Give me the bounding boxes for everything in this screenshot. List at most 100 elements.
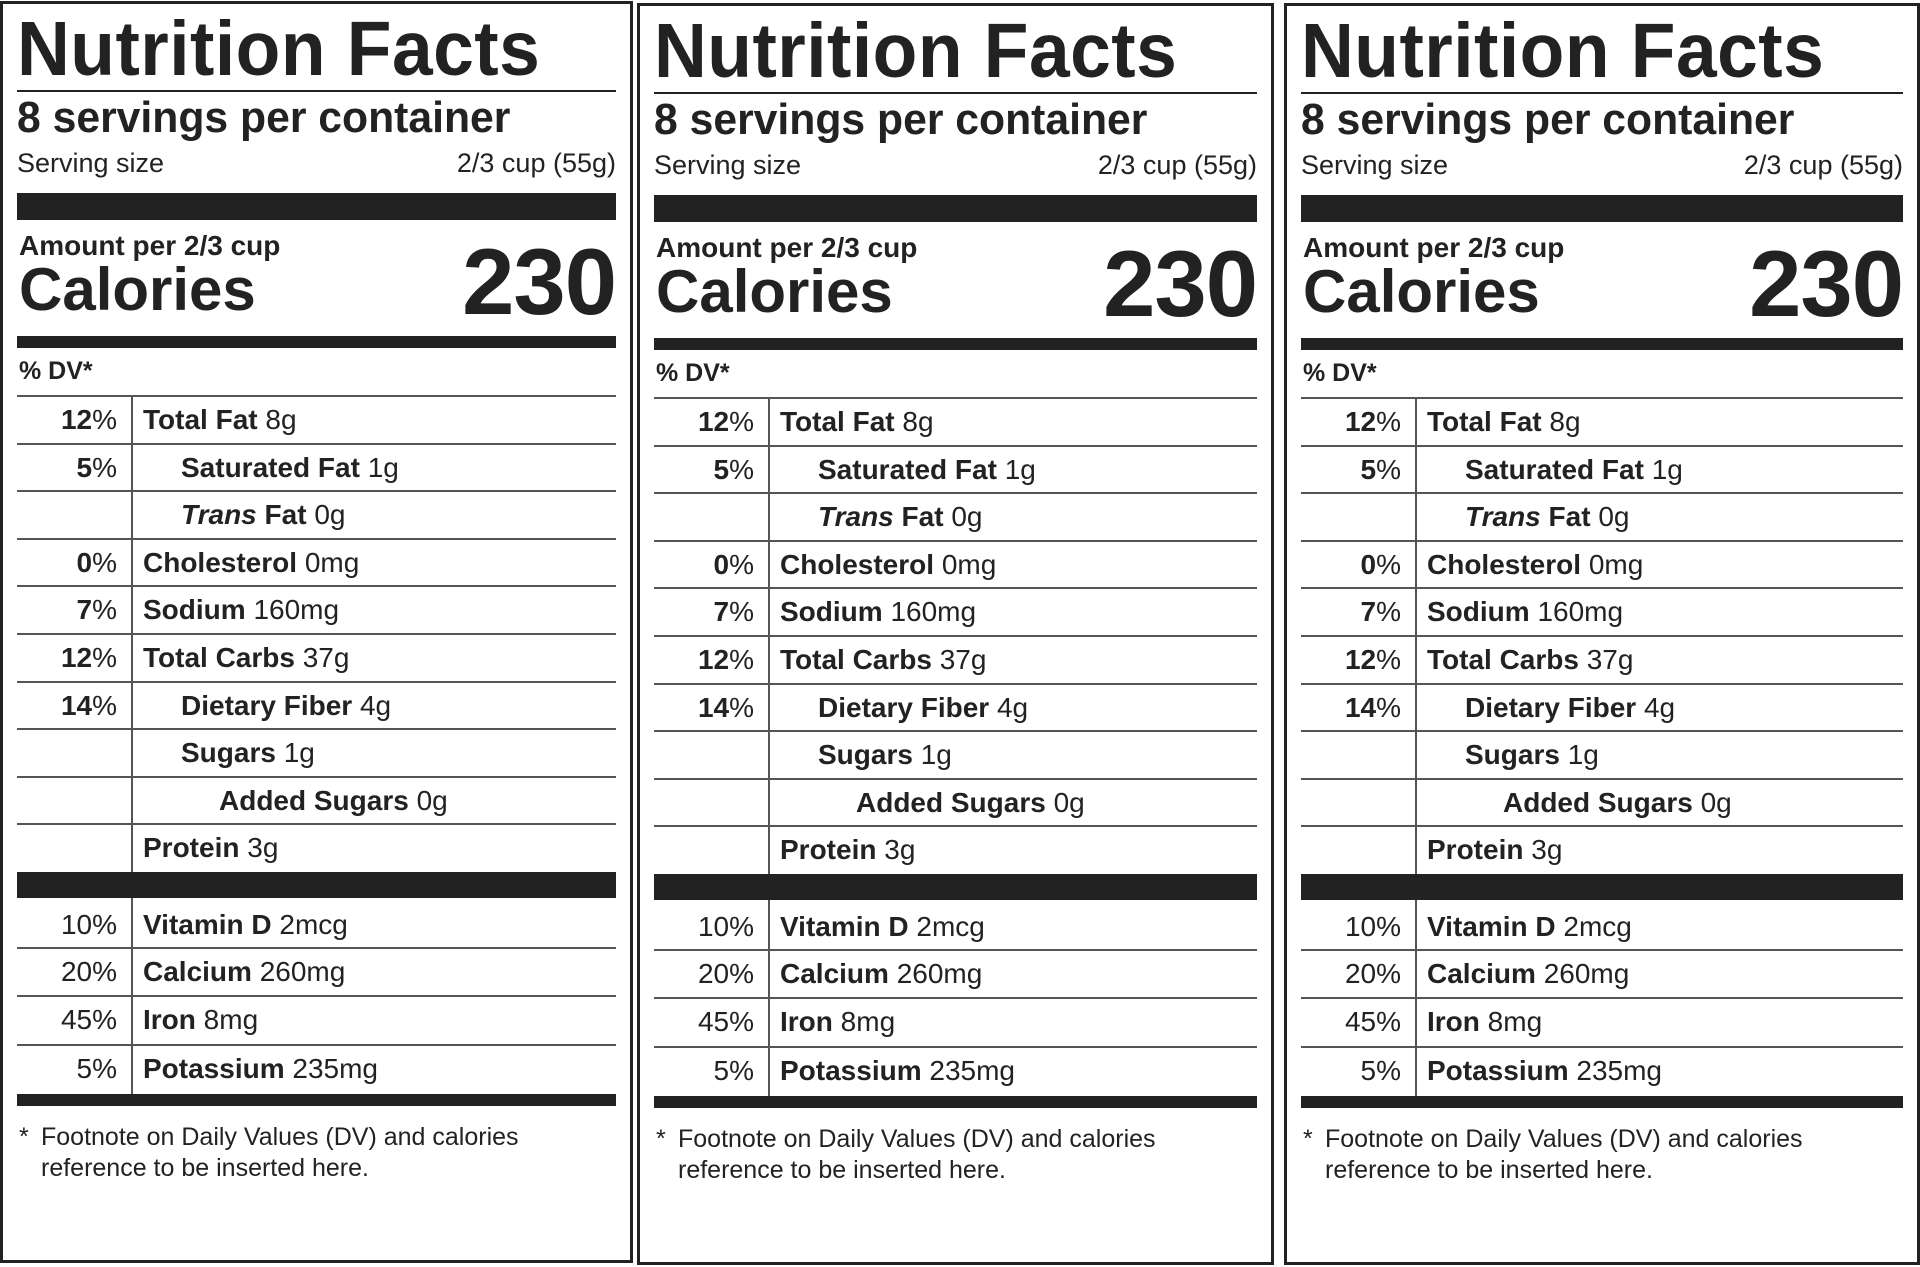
nutrient-name: Saturated Fat — [181, 452, 360, 483]
nutrient-label: Protein 3g — [1427, 834, 1562, 866]
bottom-divider — [654, 1096, 1257, 1108]
row-divider — [1301, 825, 1903, 828]
medium-divider — [654, 338, 1257, 350]
row-divider — [1301, 587, 1903, 590]
title-divider — [1301, 92, 1903, 94]
daily-value-percent: 45% — [60, 1004, 117, 1035]
row-divider — [654, 444, 1257, 447]
thick-divider-vitamins — [654, 874, 1257, 900]
vitamin-row: 20% Calcium 260mg — [1301, 948, 1903, 997]
row-divider — [654, 682, 1257, 685]
vitamin-label: Potassium 235mg — [1427, 1055, 1662, 1087]
nutrient-name: Trans Fat — [181, 499, 307, 530]
nutrient-row: 14% Dietary Fiber 4g — [17, 680, 616, 729]
vitamin-name: Calcium — [780, 957, 889, 989]
nutrient-name: Sodium — [780, 596, 883, 627]
vitamin-name: Iron — [780, 1006, 833, 1037]
nutrient-amount: 0mg — [941, 548, 997, 580]
nutrient-amount: 8g — [1549, 406, 1581, 437]
row-divider — [1301, 777, 1903, 780]
nutrient-name-text: Added Sugars — [1503, 786, 1693, 818]
nutrient-amount: 37g — [939, 644, 987, 675]
nutrient-name-text: Total Fat — [143, 404, 258, 435]
vitamin-amount: 8mg — [1487, 1006, 1543, 1037]
nutrient-name: Cholesterol — [780, 549, 934, 580]
vitamin-label: Iron 8mg — [143, 1004, 258, 1036]
nutrition-facts-panel-2: Nutrition Facts 8 servings per container… — [637, 3, 1274, 1265]
calories-label: Calories — [656, 258, 893, 325]
nutrient-row: Added Sugars 0g — [654, 777, 1257, 826]
nutrient-name-italic: Trans — [818, 501, 894, 533]
percent-sign: % — [1376, 548, 1401, 580]
percent-sign: % — [1376, 691, 1401, 723]
nutrient-name-text: Sugars — [818, 739, 913, 771]
nutrient-name-text: Total Fat — [1427, 406, 1542, 437]
column-divider — [768, 900, 770, 1096]
calories-label: Calories — [1303, 258, 1540, 325]
nutrient-row: 12% Total Carbs 37g — [1301, 635, 1903, 683]
percent-sign: % — [1376, 406, 1401, 437]
nutrient-label: Total Carbs 37g — [780, 644, 986, 676]
serving-size-row: Serving size 2/3 cup (55g) — [17, 148, 616, 178]
nutrient-name-text: Cholesterol — [1427, 548, 1582, 580]
row-divider — [1301, 948, 1903, 951]
vitamin-name: Potassium — [1427, 1054, 1569, 1086]
nutrient-name-text: Protein — [143, 832, 240, 864]
row-divider — [1301, 492, 1903, 495]
daily-value-percent: 5% — [1301, 454, 1401, 486]
nutrient-row: Sugars 1g — [17, 728, 616, 776]
nutrient-amount: 1g — [920, 739, 952, 771]
footnote-marker: * — [1303, 1125, 1313, 1153]
vitamin-amount: 2mcg — [916, 911, 985, 942]
nutrient-amount: 0mg — [304, 546, 360, 578]
row-divider — [17, 946, 616, 949]
nutrient-label: Cholesterol 0mg — [143, 547, 359, 579]
serving-size-row: Serving size 2/3 cup (55g) — [1301, 150, 1903, 180]
percent-sign: % — [729, 406, 754, 437]
nutrient-amount: 0g — [1700, 786, 1732, 818]
percent-number: 7 — [76, 594, 93, 626]
nutrient-name-text: Total Carbs — [143, 642, 295, 673]
row-divider — [1301, 397, 1903, 399]
nutrient-row: Added Sugars 0g — [1301, 777, 1903, 826]
vitamin-name: Vitamin D — [1427, 911, 1556, 942]
row-divider — [1301, 635, 1903, 637]
row-divider — [654, 397, 1257, 399]
nutrient-amount: 3g — [884, 834, 916, 866]
nutrient-row: 12% Total Fat 8g — [17, 395, 616, 443]
daily-value-percent: 0% — [1301, 549, 1401, 581]
nutrient-label: Sodium 160mg — [143, 594, 339, 626]
daily-value-percent: 5% — [76, 1052, 117, 1084]
vitamin-row: 5% Potassium 235mg — [1301, 1045, 1903, 1094]
nutrient-label: Total Fat 8g — [1427, 406, 1581, 438]
nutrient-amount: 1g — [1567, 739, 1599, 771]
nutrient-name-text: Fat — [264, 499, 307, 531]
nutrient-label: Saturated Fat 1g — [780, 454, 1036, 486]
nutrient-amount: 8g — [265, 404, 297, 435]
vitamin-name: Iron — [143, 1004, 196, 1035]
percent-sign: % — [1376, 596, 1401, 628]
vitamin-label: Potassium 235mg — [780, 1055, 1015, 1087]
nutrient-name: Cholesterol — [143, 547, 297, 578]
nutrient-name-text: Cholesterol — [143, 546, 298, 578]
nutrient-amount: 4g — [359, 689, 392, 721]
nutrient-name: Dietary Fiber — [818, 692, 989, 723]
percent-number: 5 — [76, 451, 93, 483]
nutrient-amount: 1g — [1004, 453, 1036, 485]
nutrient-label: Total Fat 8g — [143, 404, 297, 436]
nutrient-amount: 0g — [1598, 501, 1630, 533]
daily-value-percent: 5% — [713, 1054, 754, 1086]
servings-per-container: 8 servings per container — [1301, 95, 1795, 144]
vitamin-amount: 235mg — [1576, 1054, 1663, 1086]
nutrient-name-text: Added Sugars — [856, 786, 1046, 818]
title-divider — [17, 90, 616, 92]
amount-per-serving: Amount per 2/3 cup — [1303, 232, 1565, 263]
vitamin-row: 10% Vitamin D 2mcg — [17, 898, 616, 946]
vitamin-row: 10% Vitamin D 2mcg — [1301, 900, 1903, 948]
nutrient-row: 7% Sodium 160mg — [654, 587, 1257, 635]
nutrient-row: Trans Fat 0g — [1301, 492, 1903, 540]
nutrient-row: 12% Total Fat 8g — [1301, 397, 1903, 445]
nutrient-name: Trans Fat — [1465, 501, 1591, 532]
daily-value-percent: 12% — [654, 644, 754, 676]
footnote-text: Footnote on Daily Values (DV) and calori… — [678, 1125, 1156, 1184]
